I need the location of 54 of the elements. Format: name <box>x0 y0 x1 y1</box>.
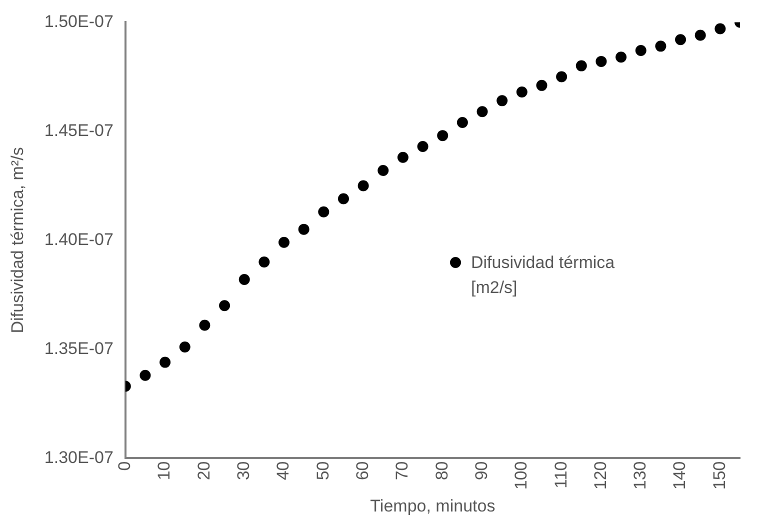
point <box>278 236 290 248</box>
x-tick-label: 70 <box>392 461 412 480</box>
x-tick-label: 50 <box>313 461 332 480</box>
point <box>338 193 349 204</box>
point <box>714 23 726 34</box>
point <box>417 140 428 152</box>
point <box>318 206 330 218</box>
x-tick-label: 140 <box>670 461 690 490</box>
point <box>358 180 369 192</box>
point <box>397 152 408 163</box>
point <box>179 342 190 353</box>
point <box>635 45 646 56</box>
x-tick-label: 130 <box>630 461 650 490</box>
point <box>456 116 468 128</box>
point <box>476 106 488 118</box>
y-tick-label: 1.45E-07 <box>44 120 114 140</box>
point <box>496 95 508 106</box>
point <box>199 320 210 331</box>
point <box>596 56 607 67</box>
point <box>675 34 686 46</box>
y-tick-label: 1.30E-07 <box>44 448 114 467</box>
point <box>160 356 171 368</box>
y-tick-label: 1.35E-07 <box>44 338 114 358</box>
x-tick-label: 40 <box>274 461 293 480</box>
x-tick-label: 60 <box>352 461 372 480</box>
x-tick-label: 100 <box>512 461 531 490</box>
x-tick-label: 0 <box>115 461 134 471</box>
point <box>655 40 666 52</box>
point <box>556 71 568 82</box>
point <box>298 224 310 235</box>
point <box>238 274 250 285</box>
x-tick-label: 20 <box>194 461 214 480</box>
point <box>219 300 230 312</box>
point <box>516 86 528 98</box>
point <box>140 370 151 381</box>
y-tick-label: 1.40E-07 <box>44 230 114 249</box>
y-axis-title: Difusividad térmica, m²/s <box>8 147 27 334</box>
x-tick-label: 90 <box>472 461 491 480</box>
point <box>576 60 587 72</box>
x-tick-label: 30 <box>234 461 254 480</box>
x-tick-label: 120 <box>590 461 610 490</box>
y-tick-label: 1.50E-07 <box>44 12 114 31</box>
point <box>437 130 448 142</box>
point <box>536 80 548 91</box>
point <box>694 30 706 41</box>
x-tick-label: 110 <box>551 461 570 488</box>
point <box>378 164 389 176</box>
x-tick-label: 80 <box>432 461 452 480</box>
x-tick-label: 150 <box>710 461 729 490</box>
x-axis-title: Tiempo, minutos <box>370 496 496 516</box>
point <box>616 52 627 63</box>
point <box>258 256 270 268</box>
legend-label: Difusividad térmica [m2/s] <box>471 252 616 300</box>
x-tick-label: 10 <box>154 461 174 480</box>
